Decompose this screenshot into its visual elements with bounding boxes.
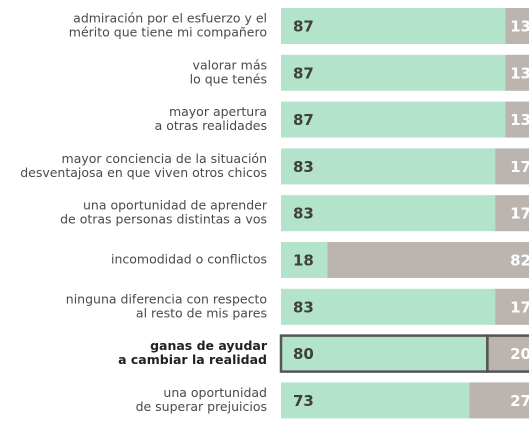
bar-segment: [327, 242, 529, 278]
bar-segment: [281, 8, 506, 44]
bar-segment: [281, 195, 496, 232]
bar-segment: [281, 54, 506, 91]
category-label: admiración por el esfuerzo y el: [73, 11, 267, 26]
value-label: 73: [293, 392, 314, 410]
category-label: ganas de ayudar: [150, 338, 268, 353]
value-label: 80: [293, 345, 314, 363]
category-label: de otras personas distintas a vos: [60, 212, 267, 227]
value-label: 87: [293, 64, 314, 82]
value-label: 20: [510, 345, 529, 363]
category-label: valorar más: [193, 57, 267, 72]
value-label: 87: [293, 111, 314, 129]
bar-segment: [279, 334, 489, 373]
bar-segment: [281, 148, 496, 185]
bar-segment: [281, 382, 470, 419]
value-label: 18: [293, 252, 314, 270]
category-label: una oportunidad de aprender: [83, 198, 268, 213]
bar-segment: [495, 288, 529, 325]
bar-segment: [505, 54, 529, 91]
category-label: mayor apertura: [169, 104, 267, 119]
category-label: a otras realidades: [155, 118, 267, 133]
category-label: lo que tenés: [190, 71, 267, 86]
bar-segment: [469, 382, 529, 419]
value-label: 13: [510, 18, 529, 36]
bar-segment: [281, 101, 506, 138]
bar-segment: [505, 8, 529, 44]
category-label: de superar prejuicios: [136, 399, 267, 414]
value-label: 17: [510, 158, 529, 176]
bar-segment: [281, 242, 328, 278]
category-label: una oportunidad: [163, 385, 267, 400]
value-label: 82: [510, 252, 529, 270]
value-label: 17: [510, 298, 529, 316]
category-label: mérito que tiene mi compañero: [69, 25, 267, 40]
category-label: incomodidad o conflictos: [111, 252, 267, 267]
bar-segment: [505, 101, 529, 138]
bar-segment: [495, 195, 529, 232]
category-label: mayor conciencia de la situación: [62, 151, 267, 166]
bar-segment: [495, 148, 529, 185]
category-label: a cambiar la realidad: [118, 352, 267, 367]
bar-segment: [281, 288, 496, 325]
value-label: 17: [510, 205, 529, 223]
value-label: 87: [293, 18, 314, 36]
category-label: al resto de mis pares: [136, 305, 267, 320]
value-label: 27: [510, 392, 529, 410]
value-label: 83: [293, 205, 314, 223]
value-label: 13: [510, 64, 529, 82]
category-label: ninguna diferencia con respecto: [66, 291, 267, 306]
value-label: 13: [510, 111, 529, 129]
value-label: 83: [293, 158, 314, 176]
value-label: 83: [293, 298, 314, 316]
bar-segment: [486, 334, 529, 373]
category-label: desventajosa en que viven otros chicos: [20, 165, 267, 180]
